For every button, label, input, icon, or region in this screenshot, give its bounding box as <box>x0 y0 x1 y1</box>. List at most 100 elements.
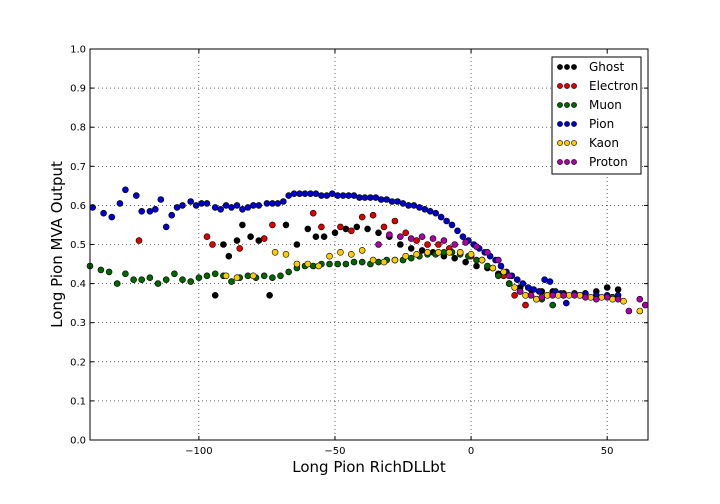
data-point-ghost <box>375 229 382 237</box>
data-point-kaon <box>565 291 573 299</box>
legend-marker-ghost <box>571 64 577 70</box>
data-point-muon <box>505 280 513 287</box>
data-point-proton <box>560 291 567 299</box>
data-point-pion <box>323 192 331 199</box>
data-point-proton <box>625 307 633 315</box>
data-point-pion <box>222 202 230 209</box>
data-point-electron <box>309 209 317 217</box>
data-point-kaon <box>511 284 518 291</box>
data-point-kaon <box>293 260 301 268</box>
data-point-pion <box>146 208 154 215</box>
y-axis-title: Long Pion MVA Output <box>48 161 66 328</box>
data-point-pion <box>437 213 445 221</box>
data-point-proton <box>538 293 546 301</box>
data-point-electron <box>413 237 420 244</box>
data-point-pion <box>388 198 396 205</box>
data-point-electron <box>347 227 355 235</box>
data-point-ghost <box>255 237 263 244</box>
data-point-pion <box>239 206 246 213</box>
data-point-muon <box>162 276 170 284</box>
data-point-proton <box>375 241 382 248</box>
data-point-ghost <box>396 241 404 248</box>
data-point-kaon <box>413 251 420 258</box>
x-tick-label: −100 <box>185 446 212 457</box>
legend-marker-proton <box>571 159 577 165</box>
data-point-pion <box>157 196 165 203</box>
data-point-kaon <box>620 297 627 305</box>
data-point-pion <box>250 202 257 209</box>
y-tick-label: 0.1 <box>70 396 86 407</box>
data-point-electron <box>203 233 211 240</box>
data-point-pion <box>541 276 548 284</box>
data-point-muon <box>138 276 145 284</box>
data-point-kaon <box>315 262 322 270</box>
data-point-ghost <box>451 254 459 262</box>
y-tick-label: 0.6 <box>70 201 86 212</box>
data-point-electron <box>337 223 344 231</box>
legend-marker-muon <box>571 102 577 108</box>
data-point-kaon <box>533 295 540 303</box>
data-point-kaon <box>326 252 333 260</box>
data-point-muon <box>113 280 121 287</box>
data-point-pion <box>279 198 287 205</box>
data-point-electron <box>269 221 276 229</box>
data-point-ghost <box>364 225 371 233</box>
data-point-muon <box>484 262 491 270</box>
data-point-pion <box>377 196 385 203</box>
y-tick-label: 1.0 <box>70 45 86 56</box>
data-point-kaon <box>598 293 606 301</box>
series-layer <box>86 186 649 315</box>
data-point-proton <box>603 293 611 301</box>
data-point-proton <box>505 272 513 280</box>
data-point-ghost <box>462 258 469 266</box>
series-kaon <box>222 247 644 315</box>
data-point-pion <box>285 192 293 199</box>
data-point-kaon <box>250 272 257 280</box>
data-point-kaon <box>304 260 312 268</box>
data-point-pion <box>361 194 369 201</box>
data-point-muon <box>473 256 480 264</box>
data-point-pion <box>211 204 219 211</box>
data-point-pion <box>217 206 224 213</box>
legend-label-kaon: Kaon <box>589 136 619 150</box>
data-point-pion <box>122 186 129 194</box>
data-point-proton <box>527 291 535 299</box>
data-point-kaon <box>337 249 344 256</box>
data-point-pion <box>383 196 391 203</box>
data-point-kaon <box>576 291 584 299</box>
data-point-kaon <box>445 249 453 256</box>
legend-marker-proton <box>557 159 563 165</box>
data-point-pion <box>133 192 140 199</box>
data-point-kaon <box>478 256 486 264</box>
data-point-pion <box>100 209 107 217</box>
data-point-pion <box>350 192 358 199</box>
data-point-muon <box>358 258 366 266</box>
data-point-electron <box>522 301 529 309</box>
data-point-proton <box>494 256 502 264</box>
data-point-ghost <box>353 223 361 231</box>
y-tick-label: 0.9 <box>70 84 86 95</box>
data-point-electron <box>135 237 143 244</box>
data-point-pion <box>138 208 145 215</box>
data-point-muon <box>494 272 502 280</box>
data-point-pion <box>179 202 186 209</box>
data-point-ghost <box>614 286 622 293</box>
data-point-pion <box>416 204 423 211</box>
data-point-kaon <box>369 256 377 264</box>
data-point-muon <box>334 260 342 268</box>
data-point-proton <box>636 295 644 303</box>
data-point-pion <box>290 190 298 197</box>
y-tick-label: 0.3 <box>70 318 86 329</box>
data-point-muon <box>203 272 211 280</box>
data-point-pion <box>426 208 434 215</box>
legend-label-ghost: Ghost <box>589 60 624 74</box>
data-point-pion <box>497 262 505 270</box>
data-point-pion <box>152 206 159 213</box>
data-point-proton <box>592 295 600 303</box>
y-tick-label: 0.7 <box>70 162 86 173</box>
data-point-kaon <box>347 251 355 258</box>
data-point-kaon <box>456 249 464 256</box>
data-point-ghost <box>282 221 290 229</box>
data-point-kaon <box>271 249 279 256</box>
data-point-ghost <box>266 291 273 299</box>
